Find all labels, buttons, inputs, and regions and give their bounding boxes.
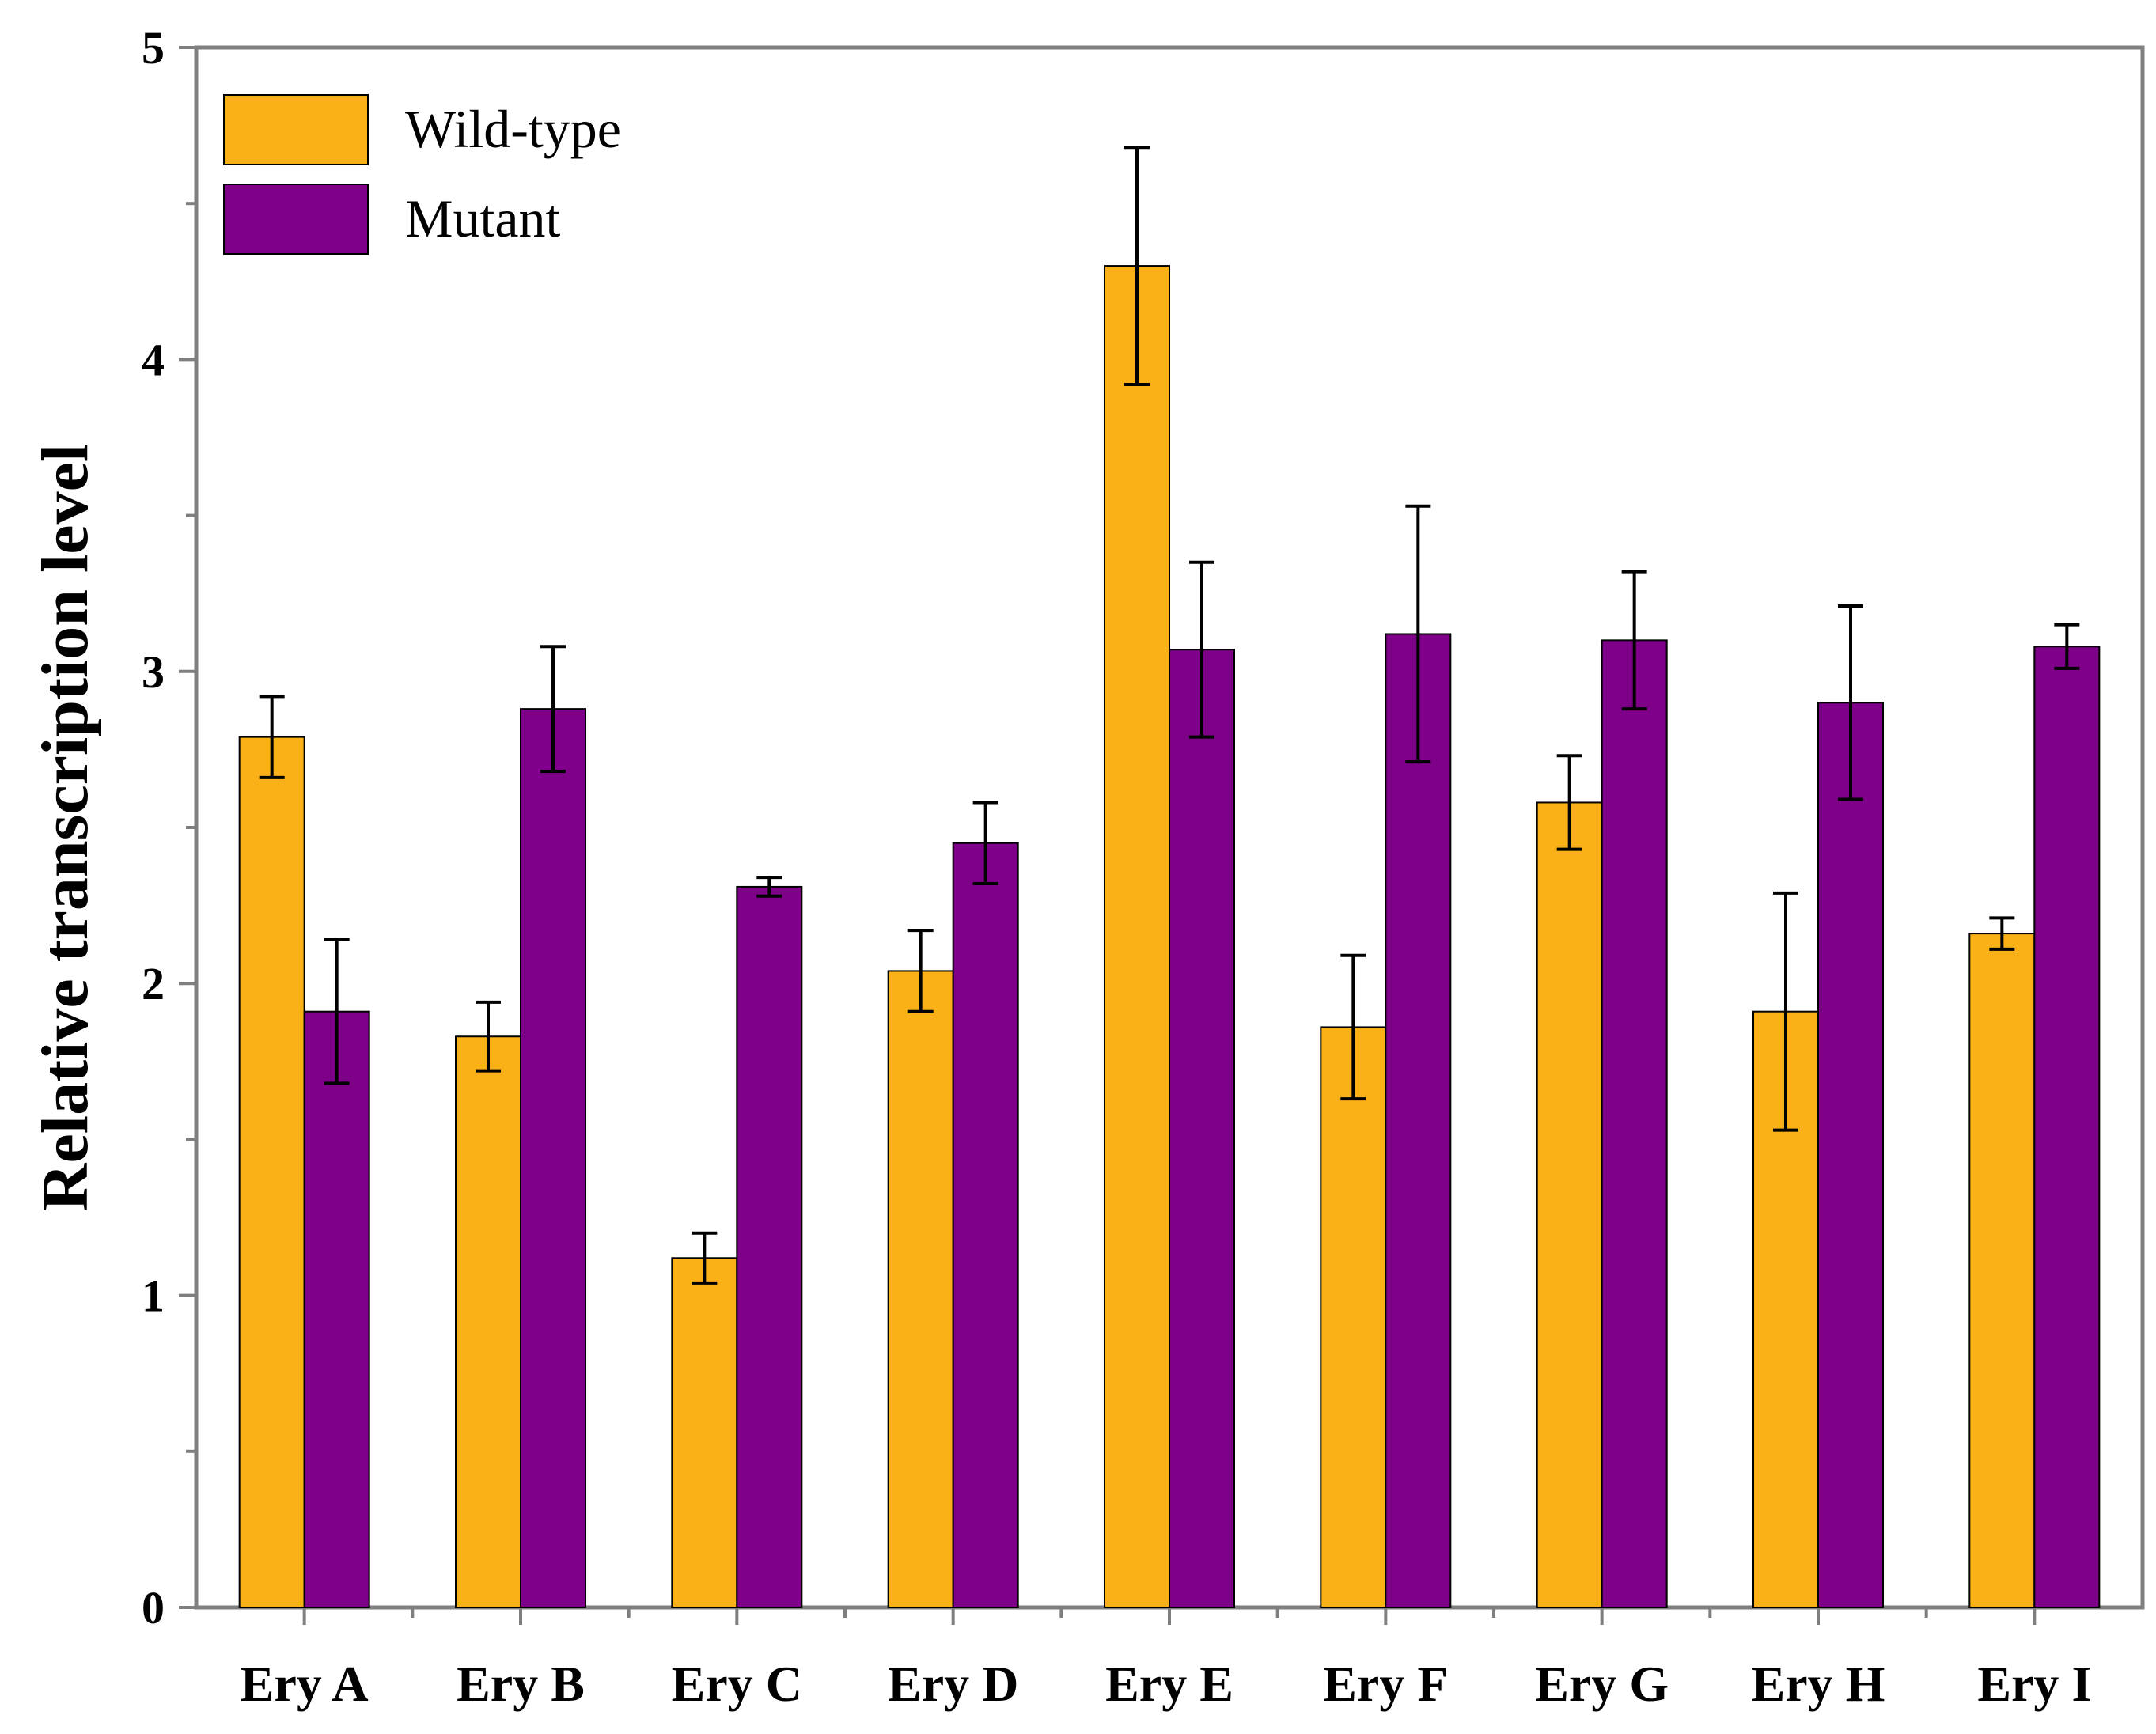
bar-wild-type: [1320, 1026, 1387, 1608]
y-tick-label: 0: [142, 1582, 165, 1634]
legend-label: Wild-type: [405, 99, 621, 159]
y-tick-label: 2: [142, 958, 165, 1009]
error-bar-group: [259, 146, 2080, 1285]
x-axis: Ery A Ery B Ery C Ery D Ery E Ery F Ery G Ery H…: [241, 1607, 2091, 1712]
bar-mutant: [1385, 633, 1452, 1608]
legend: Wild-type Mutant: [223, 94, 621, 255]
bar-mutant: [952, 842, 1019, 1608]
x-tick-label: Ery F: [1323, 1656, 1448, 1712]
legend-swatch: [223, 184, 369, 255]
x-tick-label: Ery B: [457, 1656, 585, 1712]
y-axis-title: Relative transcription level: [28, 444, 102, 1211]
x-tick-label: Ery I: [1977, 1656, 2091, 1712]
legend-label: Mutant: [405, 188, 561, 248]
x-tick-label: Ery C: [672, 1656, 802, 1712]
bar-wild-type: [887, 970, 954, 1608]
bar-mutant: [520, 708, 586, 1608]
bar-wild-type: [1968, 933, 2036, 1608]
y-tick-label: 3: [142, 646, 165, 698]
y-axis: 0 1 2 3 4 5: [142, 22, 196, 1634]
y-tick-label: 1: [142, 1270, 165, 1322]
x-tick-label: Ery E: [1105, 1656, 1233, 1712]
y-tick-label: 5: [142, 22, 165, 74]
x-tick-label: Ery G: [1535, 1656, 1669, 1712]
x-tick-label: Ery H: [1752, 1656, 1885, 1712]
bar-wild-type: [238, 736, 305, 1608]
bar-mutant: [2033, 646, 2101, 1608]
bar-wild-type: [1104, 265, 1170, 1609]
bar-mutant: [1601, 639, 1668, 1608]
bar-mutant: [303, 1010, 370, 1609]
x-tick-label: Ery D: [888, 1656, 1018, 1712]
bar-mutant: [736, 885, 803, 1609]
bar-mutant: [1169, 649, 1235, 1608]
bar-wild-type: [671, 1257, 738, 1608]
bar-mutant: [1817, 702, 1884, 1608]
x-tick-label: Ery A: [241, 1656, 369, 1712]
bar-wild-type: [455, 1035, 521, 1609]
bar-series-group: [238, 265, 2101, 1609]
y-tick-label: 4: [142, 334, 165, 385]
legend-swatch: [223, 94, 369, 165]
bar-wild-type: [1536, 801, 1603, 1608]
